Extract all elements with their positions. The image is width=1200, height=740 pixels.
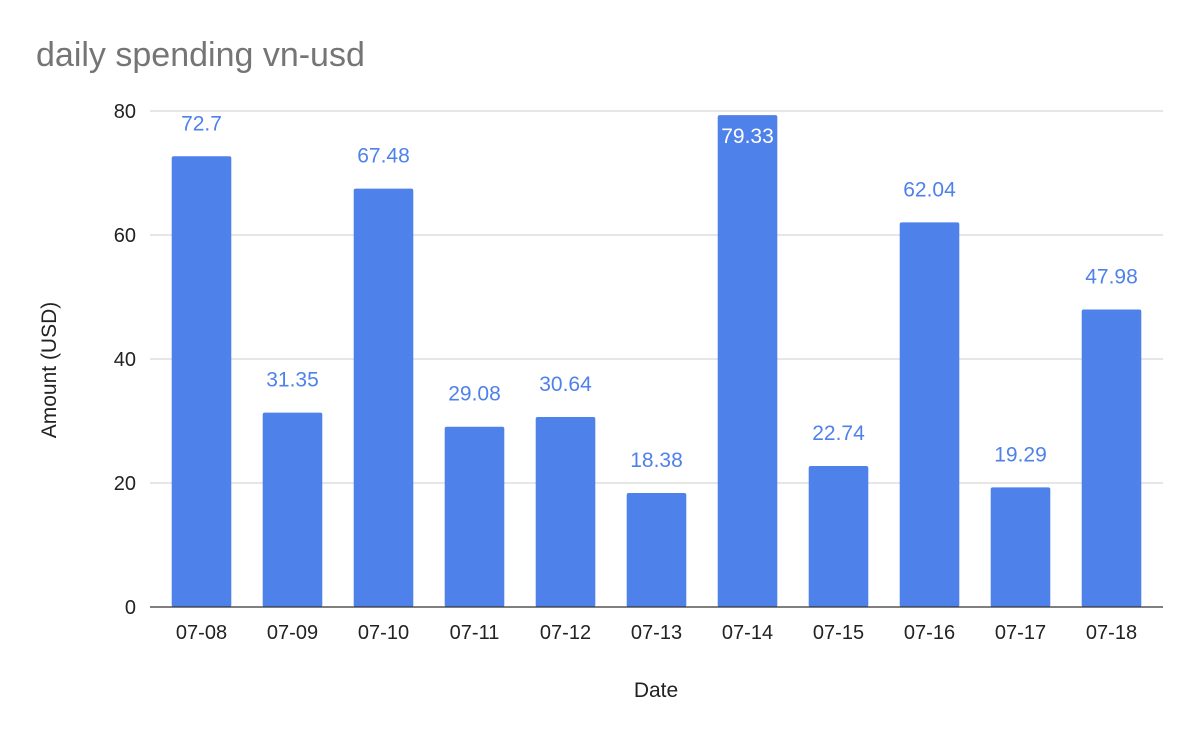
- data-label: 79.33: [721, 125, 774, 148]
- y-tick-label: 60: [114, 225, 136, 247]
- data-label: 47.98: [1085, 266, 1138, 289]
- bar: [1081, 309, 1142, 607]
- x-tick-label: 07-11: [450, 622, 500, 644]
- data-label: 29.08: [448, 383, 501, 406]
- bar: [171, 156, 232, 607]
- bar: [899, 222, 960, 608]
- y-axis-tick-labels: 0 20 40 60 80: [114, 101, 136, 619]
- x-axis-title: Date: [634, 679, 678, 702]
- bar: [262, 412, 323, 607]
- x-tick-label: 07-12: [540, 622, 591, 644]
- bar: [626, 493, 687, 607]
- data-label: 30.64: [539, 373, 592, 396]
- bar: [717, 115, 778, 608]
- y-tick-label: 80: [114, 101, 136, 123]
- x-tick-label: 07-16: [904, 622, 955, 644]
- data-label: 72.7: [181, 112, 222, 135]
- x-tick-label: 07-18: [1086, 622, 1137, 644]
- data-label: 19.29: [994, 443, 1047, 466]
- y-tick-label: 0: [125, 597, 136, 619]
- x-axis-tick-labels: 07-08 07-09 07-10 07-11 07-12 07-13 07-14 07-15…: [176, 622, 1137, 644]
- x-tick-label: 07-17: [995, 622, 1046, 644]
- x-tick-label: 07-14: [722, 622, 773, 644]
- bar: [353, 188, 414, 607]
- chart-title: daily spending vn-usd: [36, 36, 365, 74]
- data-label: 18.38: [630, 449, 683, 472]
- data-label: 62.04: [903, 178, 956, 201]
- bar: [535, 417, 596, 607]
- x-tick-label: 07-09: [267, 622, 318, 644]
- bars: [171, 115, 1142, 608]
- data-label: 31.35: [266, 369, 319, 392]
- x-tick-label: 07-13: [631, 622, 682, 644]
- y-axis-title: Amount (USD): [38, 302, 61, 439]
- bar: [444, 426, 505, 607]
- x-tick-label: 07-10: [358, 622, 409, 644]
- data-label: 22.74: [812, 422, 865, 445]
- data-labels: 72.7 31.35 67.48 29.08 30.64 18.38 79.33 22.74 6…: [181, 112, 1138, 472]
- x-tick-label: 07-08: [176, 622, 227, 644]
- bar: [808, 466, 869, 607]
- data-label: 67.48: [357, 145, 410, 168]
- gridlines: [150, 110, 1163, 484]
- bar: [990, 487, 1051, 607]
- y-tick-label: 20: [114, 473, 136, 495]
- y-tick-label: 40: [114, 349, 136, 371]
- x-tick-label: 07-15: [813, 622, 864, 644]
